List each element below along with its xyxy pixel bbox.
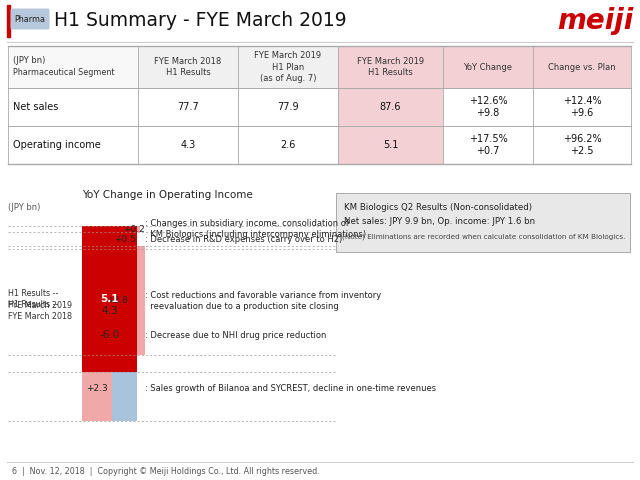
Text: +12.4%
+9.6: +12.4% +9.6 xyxy=(563,96,602,118)
Bar xyxy=(90,247,145,355)
FancyBboxPatch shape xyxy=(10,9,49,29)
Bar xyxy=(238,126,338,164)
Text: (Note) Eliminations are recorded when calculate consolidation of KM Biologics.: (Note) Eliminations are recorded when ca… xyxy=(342,233,625,240)
Text: +96.2%
+2.5: +96.2% +2.5 xyxy=(563,134,602,156)
Text: 5.1: 5.1 xyxy=(100,294,119,304)
Bar xyxy=(138,46,238,88)
Text: H1 Results --
FYE March 2019: H1 Results -- FYE March 2019 xyxy=(8,289,72,310)
Bar xyxy=(82,249,137,421)
Bar xyxy=(443,126,533,164)
Text: FYE March 2018
H1 Results: FYE March 2018 H1 Results xyxy=(154,57,221,77)
Text: : Changes in subsidiary income, consolidation of
  KM Biologics (including inter: : Changes in subsidiary income, consolid… xyxy=(145,219,366,240)
Bar xyxy=(8,126,138,164)
Bar xyxy=(533,88,631,126)
Text: +12.6%
+9.8: +12.6% +9.8 xyxy=(468,96,508,118)
Bar xyxy=(82,355,112,421)
Bar xyxy=(82,227,137,372)
Text: 4.3: 4.3 xyxy=(180,140,196,150)
Text: KM Biologics Q2 Results (Non-consolidated): KM Biologics Q2 Results (Non-consolidate… xyxy=(344,203,532,212)
Text: Net sales: Net sales xyxy=(13,102,58,112)
Bar xyxy=(533,126,631,164)
Text: Change vs. Plan: Change vs. Plan xyxy=(548,62,616,72)
Text: -6.0: -6.0 xyxy=(99,330,120,340)
Text: Pharma: Pharma xyxy=(15,15,45,24)
Text: +3.8: +3.8 xyxy=(107,296,129,305)
Text: : Cost reductions and favorable variance from inventory
  reevaluation due to a : : Cost reductions and favorable variance… xyxy=(145,291,381,311)
Bar xyxy=(8,88,138,126)
Text: 77.7: 77.7 xyxy=(177,102,199,112)
Text: H1 Summary - FYE March 2019: H1 Summary - FYE March 2019 xyxy=(54,12,347,31)
Text: YoY Change: YoY Change xyxy=(463,62,513,72)
Text: : Decrease in R&D expenses (carry over to H2): : Decrease in R&D expenses (carry over t… xyxy=(145,235,342,244)
Bar xyxy=(443,88,533,126)
Text: 87.6: 87.6 xyxy=(380,102,401,112)
Text: : Sales growth of Bilanoa and SYCREST, decline in one-time revenues: : Sales growth of Bilanoa and SYCREST, d… xyxy=(145,384,436,393)
Bar xyxy=(338,88,443,126)
Text: +2.3: +2.3 xyxy=(86,384,108,393)
Text: H1 Results --
FYE March 2018: H1 Results -- FYE March 2018 xyxy=(8,300,72,321)
Bar xyxy=(238,88,338,126)
Text: +0.2: +0.2 xyxy=(123,225,145,234)
Text: Operating income: Operating income xyxy=(13,140,100,150)
Bar xyxy=(138,88,238,126)
Text: 6  |  Nov. 12, 2018  |  Copyright © Meiji Holdings Co., Ltd. All rights reserved: 6 | Nov. 12, 2018 | Copyright © Meiji Ho… xyxy=(12,467,320,476)
Text: FYE March 2019
H1 Plan
(as of Aug. 7): FYE March 2019 H1 Plan (as of Aug. 7) xyxy=(255,51,321,83)
Bar xyxy=(128,227,140,232)
Bar xyxy=(7,5,10,37)
Text: (JPY bn): (JPY bn) xyxy=(13,56,45,65)
Bar xyxy=(238,46,338,88)
Text: : Decrease due to NHI drug price reduction: : Decrease due to NHI drug price reducti… xyxy=(145,331,326,340)
Text: 2.6: 2.6 xyxy=(280,140,296,150)
Text: Pharmaceutical Segment: Pharmaceutical Segment xyxy=(13,68,115,77)
Bar xyxy=(338,46,443,88)
Bar xyxy=(443,46,533,88)
Text: Net sales: JPY 9.9 bn, Op. income: JPY 1.6 bn: Net sales: JPY 9.9 bn, Op. income: JPY 1… xyxy=(344,217,535,226)
Text: +0.5: +0.5 xyxy=(114,235,136,244)
Bar xyxy=(533,46,631,88)
Text: (JPY bn): (JPY bn) xyxy=(8,203,40,212)
Text: 5.1: 5.1 xyxy=(383,140,398,150)
Text: 77.9: 77.9 xyxy=(277,102,299,112)
Bar xyxy=(338,126,443,164)
Bar xyxy=(115,232,135,247)
Bar xyxy=(138,126,238,164)
Text: +17.5%
+0.7: +17.5% +0.7 xyxy=(468,134,508,156)
Text: 4.3: 4.3 xyxy=(101,306,118,316)
Text: meiji: meiji xyxy=(557,7,633,35)
Bar xyxy=(82,249,137,372)
FancyBboxPatch shape xyxy=(336,193,630,252)
Text: FYE March 2019
H1 Results: FYE March 2019 H1 Results xyxy=(357,57,424,77)
Bar xyxy=(8,46,138,88)
Text: YoY Change in Operating Income: YoY Change in Operating Income xyxy=(82,190,253,200)
